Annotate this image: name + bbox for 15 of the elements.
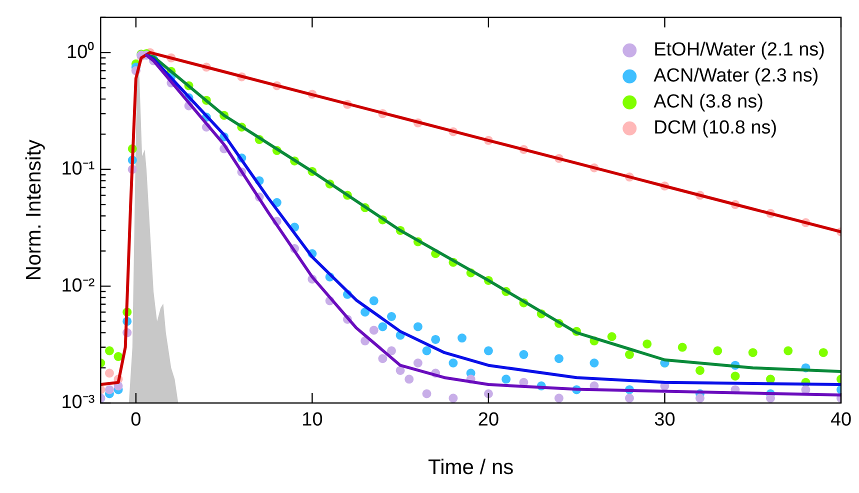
x-tick-label: 40	[830, 410, 852, 431]
y-axis-title: Norm. Intensity	[22, 139, 46, 281]
legend-label: EtOH/Water (2.1 ns)	[654, 40, 825, 61]
x-tick-label: 30	[654, 410, 676, 431]
legend-label: ACN/Water (2.3 ns)	[654, 66, 819, 87]
x-axis-title: Time / ns	[428, 456, 514, 480]
legend-label: ACN (3.8 ns)	[654, 92, 764, 113]
y-tick-label: 10⁻³	[61, 392, 95, 414]
x-tick-label: 20	[478, 410, 500, 431]
x-tick-label: 0	[130, 410, 142, 431]
y-tick-label: 10⁰	[66, 40, 95, 63]
legend-label: DCM (10.8 ns)	[654, 118, 778, 139]
x-tick-label: 10	[302, 410, 323, 431]
y-tick-label: 10⁻²	[61, 275, 95, 296]
y-tick-label: 10⁻¹	[61, 158, 95, 180]
